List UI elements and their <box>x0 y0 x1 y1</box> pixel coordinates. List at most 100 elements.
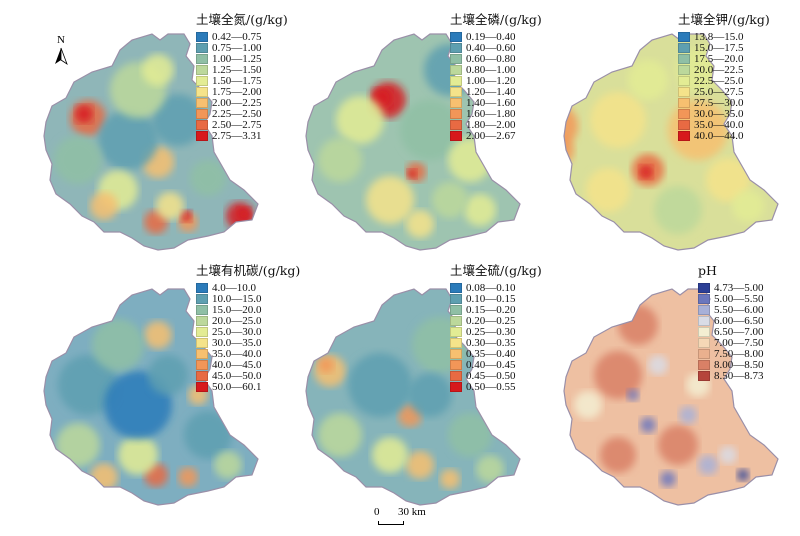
legend-item: 25.0—27.5 <box>678 87 744 98</box>
map-panel-total-phosphorus: 土壤全磷/(g/kg) 0.19—0.40 0.40—0.60 0.60—0.80 0.… <box>262 0 542 262</box>
legend-item: 7.50—8.00 <box>698 349 764 360</box>
legend-item: 6.50—7.00 <box>698 327 764 338</box>
legend-range-label: 40.0—44.0 <box>694 130 744 142</box>
value-patch <box>348 353 412 417</box>
value-patch <box>737 469 749 481</box>
value-patch <box>448 138 492 182</box>
legend-item: 0.50—0.55 <box>450 382 516 393</box>
legend-range-label: 5.50—6.00 <box>714 304 764 316</box>
legend-title: 土壤全钾/(g/kg) <box>678 12 770 27</box>
legend-swatch <box>196 360 208 370</box>
value-patch <box>590 92 646 148</box>
legend-swatch <box>678 98 690 108</box>
legend-range-label: 0.10—0.15 <box>466 293 516 305</box>
legend-item: 1.80—2.00 <box>450 120 516 131</box>
value-patch <box>432 182 468 218</box>
legend-range-label: 50.0—60.1 <box>212 381 262 393</box>
legend-range-label: 2.50—2.75 <box>212 119 262 131</box>
value-patch <box>574 391 602 419</box>
value-patch <box>628 60 668 100</box>
legend-item: 1.25—1.50 <box>196 65 262 76</box>
legend-item: 0.45—0.50 <box>450 371 516 382</box>
legend-swatch <box>450 87 462 97</box>
legend-swatch <box>678 65 690 75</box>
legend-swatch <box>450 305 462 315</box>
legend-range-label: 2.00—2.67 <box>466 130 516 142</box>
legend-item: 0.40—0.60 <box>450 43 516 54</box>
scale-line <box>378 521 404 525</box>
legend-item: 0.15—0.20 <box>450 305 516 316</box>
legend-range-label: 1.60—1.80 <box>466 108 516 120</box>
value-patch <box>698 455 718 475</box>
legend-swatch <box>450 43 462 53</box>
legend-range-label: 8.00—8.50 <box>714 359 764 371</box>
value-patch <box>594 351 642 399</box>
legend-title: 土壤全磷/(g/kg) <box>450 12 542 27</box>
region-boundary <box>305 288 521 506</box>
legend-item: 0.19—0.40 <box>450 32 516 43</box>
legend-item: 2.75—3.31 <box>196 131 262 142</box>
legend-swatch <box>450 360 462 370</box>
map-panel-total-nitrogen: 土壤全氮/(g/kg) 0.42—0.75 0.75—1.00 1.00—1.25 1.… <box>0 0 288 262</box>
legend-swatch <box>678 43 690 53</box>
map-region <box>43 33 259 251</box>
value-patch <box>719 446 737 464</box>
legend-range-label: 0.50—0.55 <box>466 381 516 393</box>
legend-swatch <box>678 32 690 42</box>
legend-item: 1.20—1.40 <box>450 87 516 98</box>
legend-title: 土壤全硫/(g/kg) <box>450 263 542 278</box>
legend-swatch <box>196 131 208 141</box>
legend-item: 5.00—5.50 <box>698 294 764 305</box>
legend-range-label: 25.0—27.5 <box>694 86 744 98</box>
legend-range-label: 6.00—6.50 <box>714 315 764 327</box>
value-patch <box>564 134 574 166</box>
legend-title: pH <box>698 263 717 278</box>
legend-swatch <box>698 305 710 315</box>
legend-range-label: 0.75—1.00 <box>212 42 262 54</box>
legend-item: 27.5—30.0 <box>678 98 744 109</box>
legend-swatch <box>450 349 462 359</box>
legend-range-label: 0.25—0.30 <box>466 326 516 338</box>
legend-range-label: 1.50—1.75 <box>212 75 262 87</box>
legend-range-label: 1.20—1.40 <box>466 86 516 98</box>
value-patch <box>464 194 496 226</box>
legend: 土壤全钾/(g/kg) 13.8—15.0 15.0—17.5 17.5—20.0 20… <box>678 12 778 142</box>
legend-swatch <box>196 305 208 315</box>
legend-item: 8.00—8.50 <box>698 360 764 371</box>
legend-swatch <box>196 87 208 97</box>
legend-swatch <box>196 382 208 392</box>
value-patch <box>90 192 118 220</box>
legend-swatch <box>196 120 208 130</box>
legend-swatch <box>196 294 208 304</box>
legend-swatch <box>698 316 710 326</box>
legend-range-label: 7.50—8.00 <box>714 348 764 360</box>
value-patch <box>214 451 242 479</box>
value-patch <box>148 355 188 395</box>
legend-swatch <box>450 120 462 130</box>
legend-swatch <box>678 87 690 97</box>
legend: pH 4.73—5.00 5.00—5.50 5.50—6.00 6.00—6.50 6.… <box>698 263 798 382</box>
value-patch <box>56 423 100 467</box>
legend-range-label: 2.00—2.25 <box>212 97 262 109</box>
legend-range-label: 17.5—20.0 <box>694 53 744 65</box>
legend-item: 4.0—10.0 <box>196 283 256 294</box>
value-patch <box>237 207 251 221</box>
legend-swatch <box>698 294 710 304</box>
legend-range-label: 20.0—22.5 <box>694 64 744 76</box>
legend-range-label: 0.80—1.00 <box>466 64 516 76</box>
legend-swatch <box>450 382 462 392</box>
value-patch <box>318 138 362 182</box>
value-patch <box>184 411 232 459</box>
legend-range-label: 40.0—45.0 <box>212 359 262 371</box>
legend-item: 20.0—22.5 <box>678 65 744 76</box>
value-patch <box>732 190 764 222</box>
legend-item: 6.00—6.50 <box>698 316 764 327</box>
legend-item: 2.25—2.50 <box>196 109 262 120</box>
legend-range-label: 25.0—30.0 <box>212 326 262 338</box>
legend-item: 22.5—25.0 <box>678 76 744 87</box>
legend-range-label: 4.0—10.0 <box>212 282 256 294</box>
value-patch <box>144 321 172 349</box>
value-patch <box>658 425 698 465</box>
legend-range-label: 30.0—35.0 <box>212 337 262 349</box>
value-patch <box>92 319 144 371</box>
